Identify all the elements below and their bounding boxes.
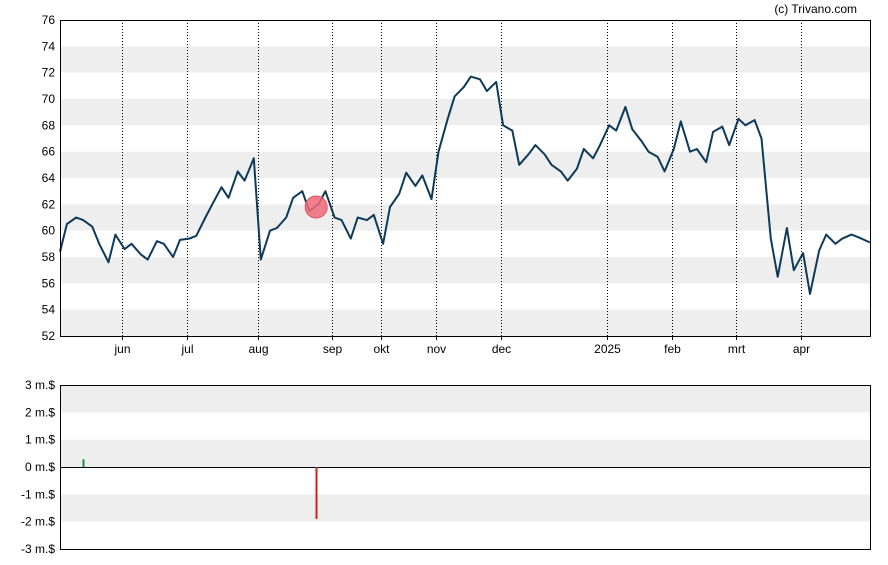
x-tick-label: jul <box>180 342 193 356</box>
y-tick-label: 56 <box>42 276 56 290</box>
price-band <box>60 204 870 231</box>
x-tick-label: 2025 <box>594 342 621 356</box>
price-band <box>60 151 870 178</box>
y-tick-label: 76 <box>42 13 56 27</box>
y-tick-label: 74 <box>42 39 56 53</box>
volume-y-tick-label: 3 m.$ <box>25 378 55 392</box>
y-tick-label: 70 <box>42 92 56 106</box>
x-tick-label: aug <box>248 342 268 356</box>
y-tick-label: 52 <box>42 329 56 343</box>
volume-bands <box>60 385 870 522</box>
volume-y-tick-label: 2 m.$ <box>25 405 55 419</box>
price-band <box>60 46 870 73</box>
y-tick-label: 62 <box>42 197 56 211</box>
volume-y-tick-label: -1 m.$ <box>21 487 55 501</box>
price-band <box>60 257 870 284</box>
y-tick-label: 54 <box>42 303 56 317</box>
price-x-axis: jun jul aug sep okt nov dec 2025 feb mrt apr <box>113 336 810 356</box>
volume-y-axis: 3 m.$ 2 m.$ 1 m.$ 0 m.$ -1 m.$ -2 m.$ -3 m.$ <box>21 378 55 556</box>
y-tick-label: 60 <box>42 224 56 238</box>
volume-y-tick-label: -2 m.$ <box>21 515 55 529</box>
volume-band <box>60 439 870 467</box>
price-y-axis: 52 54 56 58 60 62 64 66 68 70 72 74 76 <box>42 13 56 343</box>
price-panel: 52 54 56 58 60 62 64 66 68 70 72 74 76 jun jul aug sep o… <box>42 13 871 356</box>
y-tick-label: 66 <box>42 145 56 159</box>
price-plot-frame <box>60 20 871 337</box>
volume-band <box>60 385 870 413</box>
x-tick-label: feb <box>664 342 681 356</box>
volume-bars <box>82 459 318 519</box>
price-series-line <box>59 75 871 295</box>
x-tick-label: sep <box>323 342 343 356</box>
price-band <box>60 309 870 336</box>
x-tick-label: okt <box>373 342 390 356</box>
x-tick-label: apr <box>793 342 810 356</box>
credit-label: (c) Trivano.com <box>774 2 857 16</box>
volume-plot-frame <box>60 385 871 550</box>
y-tick-label: 58 <box>42 250 56 264</box>
volume-y-tick-label: 0 m.$ <box>25 460 55 474</box>
volume-band <box>60 494 870 522</box>
x-tick-label: dec <box>492 342 511 356</box>
x-tick-label: mrt <box>728 342 746 356</box>
price-markers <box>304 195 328 219</box>
y-tick-label: 64 <box>42 171 56 185</box>
x-tick-label: jun <box>113 342 130 356</box>
price-band <box>60 99 870 126</box>
sell-marker <box>304 195 328 219</box>
y-tick-label: 68 <box>42 118 56 132</box>
volume-y-tick-label: 1 m.$ <box>25 433 55 447</box>
price-bands <box>60 46 870 336</box>
volume-panel: 3 m.$ 2 m.$ 1 m.$ 0 m.$ -1 m.$ -2 m.$ -3 m.$ <box>21 378 871 556</box>
volume-y-tick-label: -3 m.$ <box>21 542 55 556</box>
y-tick-label: 72 <box>42 66 56 80</box>
x-tick-label: nov <box>427 342 446 356</box>
